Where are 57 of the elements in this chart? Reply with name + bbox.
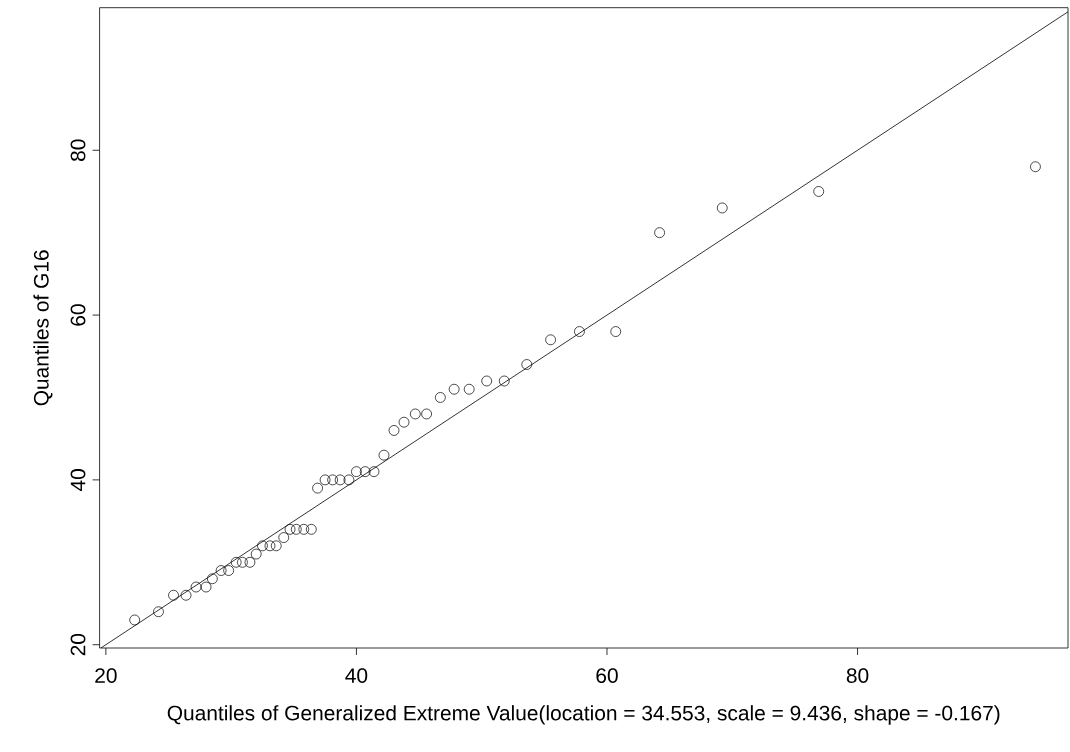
y-tick-label: 80 <box>70 139 86 161</box>
y-axis-title: Quantiles of G16 <box>33 250 53 406</box>
point <box>230 556 242 568</box>
point <box>368 466 380 477</box>
point <box>574 326 585 337</box>
y-tick-label: 60 <box>70 304 86 326</box>
point <box>200 581 212 593</box>
point <box>244 556 256 568</box>
y-tick-label: 20 <box>70 633 86 656</box>
point <box>343 474 355 486</box>
point <box>264 540 276 552</box>
point <box>481 375 493 387</box>
point <box>207 573 218 585</box>
x-tick-label: 40 <box>345 668 368 683</box>
point <box>409 408 421 420</box>
point <box>284 523 296 535</box>
point <box>298 523 310 535</box>
point <box>654 227 665 239</box>
point <box>278 532 290 543</box>
point <box>180 589 192 601</box>
point <box>215 565 227 576</box>
x-tick-label: 60 <box>596 668 618 683</box>
point <box>334 474 346 486</box>
point <box>1030 161 1041 173</box>
x-axis-title: Quantiles of Generalized Extreme Value(location = 34.553, scale = 9.436, shape = -0.167) <box>167 705 1000 725</box>
point <box>270 540 282 552</box>
point <box>813 186 825 197</box>
x-tick-label: 80 <box>846 668 869 683</box>
point <box>398 416 410 428</box>
point <box>359 466 371 477</box>
point <box>290 523 302 535</box>
point <box>257 540 268 552</box>
point <box>305 523 317 535</box>
x-tick-label: 20 <box>95 668 117 683</box>
point <box>319 474 331 486</box>
point <box>378 449 390 461</box>
y-tick-label: 40 <box>70 469 86 492</box>
point <box>351 466 362 477</box>
point <box>610 326 622 337</box>
point <box>463 383 475 395</box>
point <box>327 474 338 486</box>
point <box>223 565 234 576</box>
point <box>435 392 446 403</box>
point <box>312 482 323 494</box>
point <box>521 359 533 370</box>
point <box>190 581 202 593</box>
point <box>716 202 728 214</box>
point <box>129 614 141 626</box>
point <box>250 548 262 560</box>
point <box>168 589 179 601</box>
point <box>545 334 556 346</box>
point <box>388 425 400 436</box>
point <box>421 408 432 420</box>
point <box>153 606 164 618</box>
point <box>237 556 248 568</box>
point <box>498 375 510 387</box>
point <box>448 383 460 395</box>
